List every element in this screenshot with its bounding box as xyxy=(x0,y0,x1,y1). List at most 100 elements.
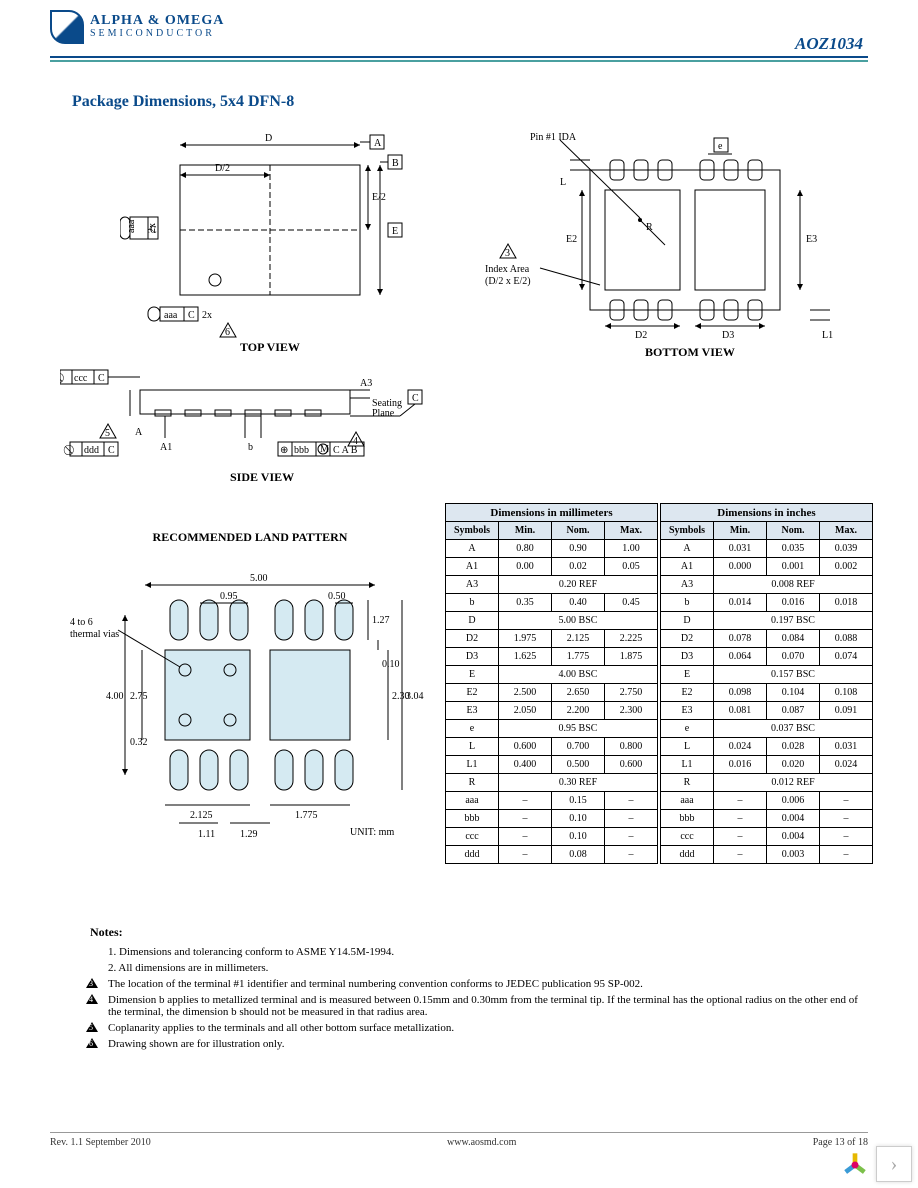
d032: 0.32 xyxy=(130,737,148,748)
side-view-label: SIDE VIEW xyxy=(230,470,294,485)
table-row: A0.800.901.00 xyxy=(446,540,658,558)
note-item: 3The location of the terminal #1 identif… xyxy=(90,978,860,990)
note-item: 5Coplanarity applies to the terminals an… xyxy=(90,1022,860,1034)
dim-e: e xyxy=(718,141,723,152)
d1775: 1.775 xyxy=(295,810,318,821)
vias2: thermal vias xyxy=(70,629,119,640)
dim-E3: E3 xyxy=(806,234,817,245)
side-view-figure: ⃠ ccc C A 5 ⃠ ddd C A1 b A3 Seating Plan… xyxy=(60,360,460,490)
vias: 4 to 6 xyxy=(70,617,93,628)
viewer-logo-icon xyxy=(838,1148,872,1182)
dim-E: E xyxy=(392,226,398,237)
dimensions-in-table: Dimensions in inches SymbolsMin.Nom.Max.… xyxy=(660,503,873,864)
col-head: Symbols xyxy=(661,522,714,540)
table-row: L10.4000.5000.600 xyxy=(446,756,658,774)
plane: Plane xyxy=(372,408,395,419)
txt-2x: 2x xyxy=(202,310,212,321)
txt-aaa: aaa xyxy=(164,310,178,321)
table-row: aaa–0.006– xyxy=(661,792,873,810)
dim-A3: A3 xyxy=(360,378,372,389)
table-row: E22.5002.6502.750 xyxy=(446,684,658,702)
dim-D3: D3 xyxy=(722,330,734,341)
next-page-button[interactable]: › xyxy=(876,1146,912,1182)
table-row: D31.6251.7751.875 xyxy=(446,648,658,666)
part-number: AOZ1034 xyxy=(795,34,863,54)
d095: 0.95 xyxy=(220,591,238,602)
svg-text:⃠: ⃠ xyxy=(63,444,74,455)
logo-text-top: ALPHA & OMEGA xyxy=(90,14,224,29)
dim-E2: E/2 xyxy=(372,192,386,203)
txt-C: C xyxy=(108,445,115,456)
txt-aaa: aaa xyxy=(126,219,137,233)
table-row: ccc–0.10– xyxy=(446,828,658,846)
txt-M: M xyxy=(320,444,329,455)
table-row: ddd–0.08– xyxy=(446,846,658,864)
txt-CAB: C A B xyxy=(333,445,358,456)
table-row: D21.9752.1252.225 xyxy=(446,630,658,648)
header-rule xyxy=(50,56,868,58)
note-item: 4Dimension b applies to metallized termi… xyxy=(90,994,860,1018)
txt-ddd: ddd xyxy=(84,445,99,456)
note-item: 1. Dimensions and tolerancing conform to… xyxy=(90,946,860,958)
top-view-figure: D D/2 E E/2 A B 2x aaa C aaa C 2x 6 TOP … xyxy=(120,125,440,355)
col-head: Nom. xyxy=(552,522,605,540)
table-row: bbb–0.004– xyxy=(661,810,873,828)
svg-text:3: 3 xyxy=(505,248,510,259)
unit: UNIT: mm xyxy=(350,827,394,838)
d275: 2.75 xyxy=(130,691,148,702)
dim-D: D xyxy=(265,133,272,144)
pin1-label: Pin #1 IDA xyxy=(530,132,577,143)
index-area: Index Area xyxy=(485,264,530,275)
dim-5: 5.00 xyxy=(250,573,268,584)
footer-page: Page 13 of 18 xyxy=(813,1137,868,1148)
page-header: ALPHA & OMEGA SEMICONDUCTOR AOZ1034 xyxy=(0,10,918,58)
top-view-label: TOP VIEW xyxy=(240,340,300,355)
table-row: E30.0810.0870.091 xyxy=(661,702,873,720)
note-item: 6Drawing shown are for illustration only… xyxy=(90,1038,860,1050)
table-row: b0.350.400.45 xyxy=(446,594,658,612)
table-row: R0.30 REF xyxy=(446,774,658,792)
svg-text:6: 6 xyxy=(225,327,230,338)
txt-C: C xyxy=(188,310,195,321)
index-area2: (D/2 x E/2) xyxy=(485,276,531,287)
txt-ccc: ccc xyxy=(74,373,88,384)
table-row: E32.0502.2002.300 xyxy=(446,702,658,720)
dim-b: b xyxy=(248,442,253,453)
table-row: L10.0160.0200.024 xyxy=(661,756,873,774)
col-head: Symbols xyxy=(446,522,499,540)
section-title: Package Dimensions, 5x4 DFN-8 xyxy=(72,93,294,111)
dim-4: 4.00 xyxy=(106,691,124,702)
table-row: D30.0640.0700.074 xyxy=(661,648,873,666)
col-head: Max. xyxy=(605,522,658,540)
table-row: D5.00 BSC xyxy=(446,612,658,630)
d2125: 2.125 xyxy=(190,810,213,821)
footer-rev: Rev. 1.1 September 2010 xyxy=(50,1137,151,1148)
note-item: 2. All dimensions are in millimeters. xyxy=(90,962,860,974)
table-row: ddd–0.003– xyxy=(661,846,873,864)
d129: 1.29 xyxy=(240,829,258,840)
page-footer: Rev. 1.1 September 2010 www.aosmd.com Pa… xyxy=(50,1132,868,1148)
col-head: Nom. xyxy=(767,522,820,540)
table-row: R0.012 REF xyxy=(661,774,873,792)
table-row: e0.95 BSC xyxy=(446,720,658,738)
table-row: e0.037 BSC xyxy=(661,720,873,738)
txt-C: C xyxy=(98,373,105,384)
header-rule xyxy=(50,60,868,62)
svg-text:⃠: ⃠ xyxy=(60,372,64,383)
datum-A: A xyxy=(374,138,382,149)
d050: 0.50 xyxy=(328,591,346,602)
dim-A: A xyxy=(135,427,143,438)
table-row: A0.0310.0350.039 xyxy=(661,540,873,558)
bottom-view-figure: Pin #1 IDA R 3 Index Area (D/2 x E/2) L … xyxy=(470,130,870,360)
dim-A1: A1 xyxy=(160,442,172,453)
datum-C: C xyxy=(412,393,419,404)
table-row: E0.157 BSC xyxy=(661,666,873,684)
land-title: RECOMMENDED LAND PATTERN xyxy=(70,530,430,545)
table-row: b0.0140.0160.018 xyxy=(661,594,873,612)
table-row: A30.20 REF xyxy=(446,576,658,594)
logo-text-bottom: SEMICONDUCTOR xyxy=(90,29,224,40)
footer-url: www.aosmd.com xyxy=(447,1137,516,1148)
d111: 1.11 xyxy=(198,829,215,840)
table-row: D0.197 BSC xyxy=(661,612,873,630)
table-row: L0.0240.0280.031 xyxy=(661,738,873,756)
